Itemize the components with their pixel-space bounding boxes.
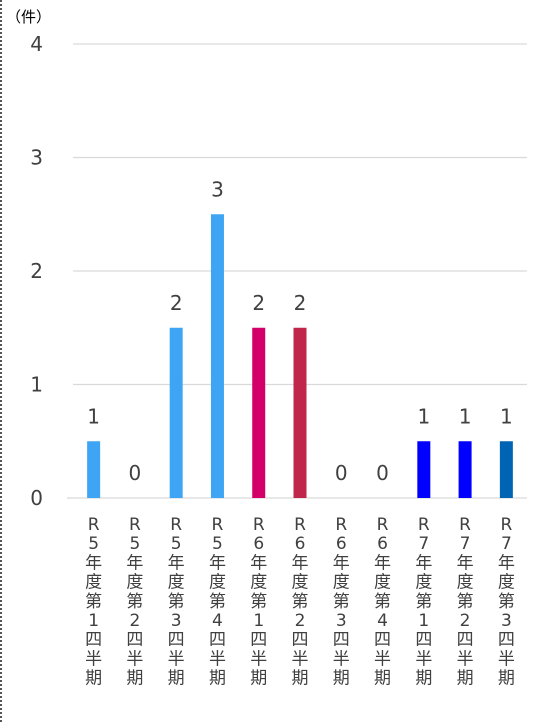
bar <box>252 327 266 498</box>
x-category-label: R 5 年度第 3 四半期 <box>168 515 185 689</box>
data-label: 2 <box>294 291 307 315</box>
data-label: 3 <box>211 177 224 201</box>
x-category-label: R 5 年度第 1 四半期 <box>85 515 102 689</box>
bars <box>87 214 513 498</box>
bar <box>87 441 101 498</box>
y-axis-tick-labels: 0 1 2 3 4 <box>30 32 43 510</box>
x-category-label: R 7 年度第 2 四半期 <box>457 515 474 689</box>
data-label: 0 <box>335 461 348 485</box>
x-category-label: R 7 年度第 3 四半期 <box>498 515 515 689</box>
y-tick-label: 4 <box>30 32 43 56</box>
data-labels: 1 0 2 3 2 2 0 0 1 1 1 <box>87 177 512 485</box>
x-category-label: R 6 年度第 3 四半期 <box>333 515 350 689</box>
bar <box>458 441 472 498</box>
y-axis-unit-label: （件） <box>6 8 51 26</box>
data-label: 0 <box>376 461 389 485</box>
data-label: 1 <box>500 404 513 428</box>
x-category-label: R 6 年度第 4 四半期 <box>374 515 391 689</box>
bar <box>210 214 224 498</box>
data-label: 0 <box>129 461 142 485</box>
x-category-label: R 5 年度第 4 四半期 <box>209 515 226 689</box>
data-label: 1 <box>417 404 430 428</box>
x-category-label: R 6 年度第 2 四半期 <box>292 515 309 689</box>
y-tick-label: 1 <box>30 373 43 397</box>
x-axis-category-labels: R 5 年度第 1 四半期 R 5 年度第 2 四半期 R 5 年度第 3 四半期 R 5 年度第 4 四半期 R 6 年度… <box>85 515 515 689</box>
x-category-label: R 5 年度第 2 四半期 <box>126 515 143 689</box>
bar <box>169 327 183 498</box>
y-tick-label: 3 <box>30 146 43 170</box>
x-category-label: R 7 年度第 1 四半期 <box>415 515 432 689</box>
x-category-label: R 6 年度第 1 四半期 <box>250 515 267 689</box>
data-label: 2 <box>252 291 265 315</box>
y-tick-label: 0 <box>30 486 43 510</box>
bar <box>499 441 513 498</box>
bar <box>417 441 431 498</box>
bar <box>293 327 307 498</box>
data-label: 1 <box>459 404 472 428</box>
y-tick-label: 2 <box>30 259 43 283</box>
data-label: 2 <box>170 291 183 315</box>
data-label: 1 <box>87 404 100 428</box>
